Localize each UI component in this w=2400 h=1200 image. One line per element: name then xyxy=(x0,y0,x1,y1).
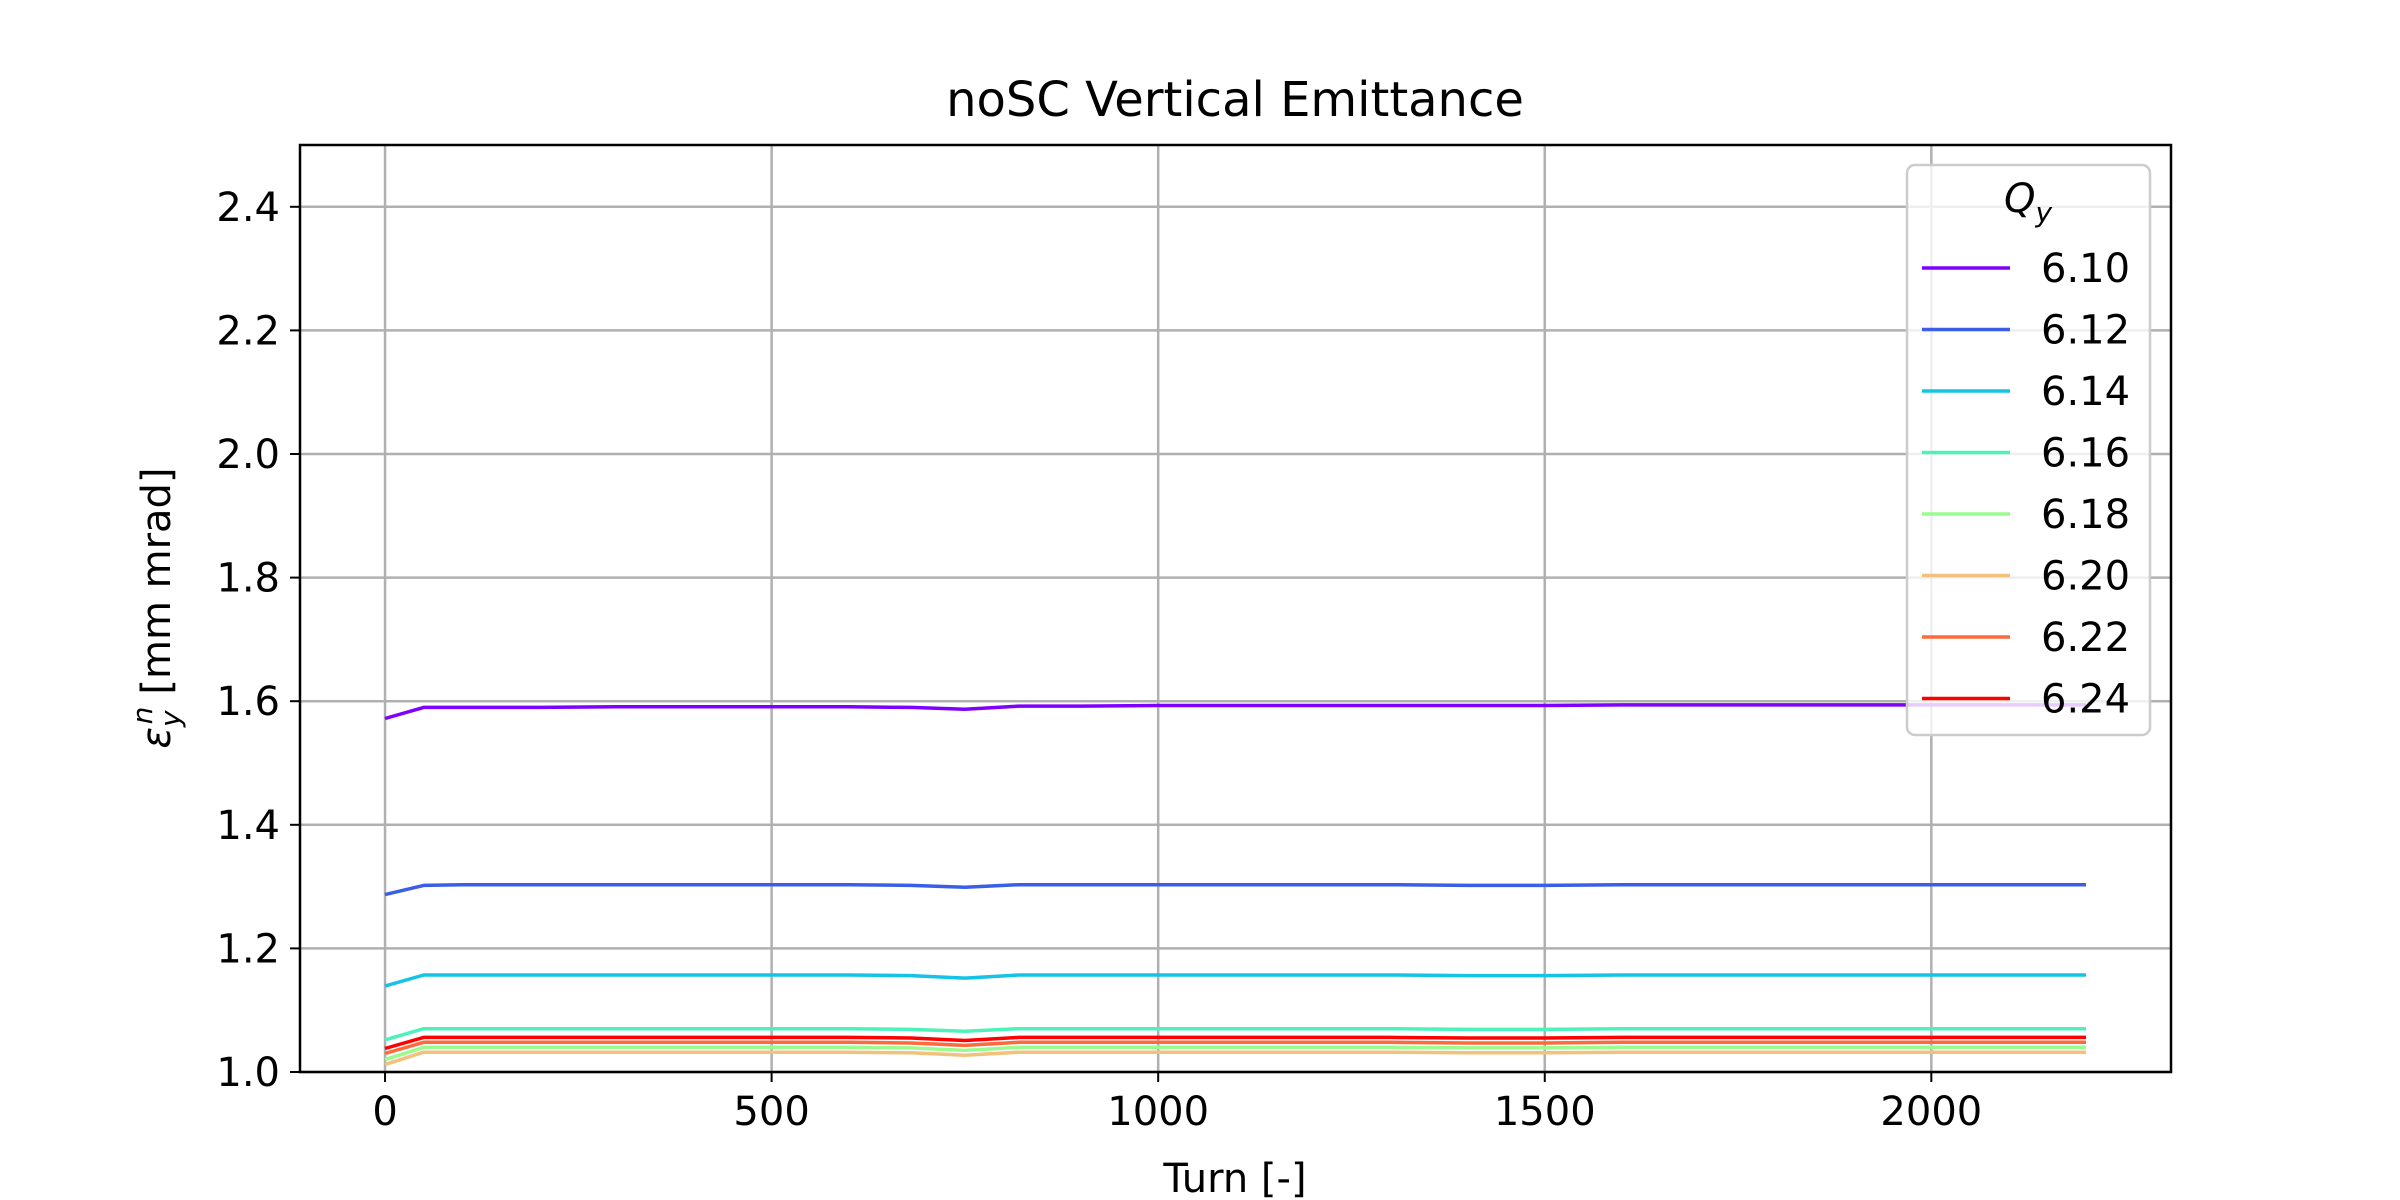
y-tick-label: 1.8 xyxy=(216,556,280,602)
legend-label: 6.22 xyxy=(2041,615,2130,661)
series-line-6-14 xyxy=(384,973,2086,988)
legend-label: 6.12 xyxy=(2041,308,2130,354)
x-tick-label: 2000 xyxy=(1880,1089,1982,1135)
y-tick-label: 1.2 xyxy=(216,926,280,972)
series-lines xyxy=(384,703,2086,1067)
y-axis-label-text: [mm mrad] xyxy=(134,467,180,694)
series-line-6-20 xyxy=(384,1050,2086,1067)
legend-label: 6.20 xyxy=(2041,554,2130,600)
y-tick-label: 1.6 xyxy=(216,679,280,725)
series-line-6-18 xyxy=(384,1045,2086,1062)
y-tick-label: 1.4 xyxy=(216,803,280,849)
x-tick-label: 1500 xyxy=(1494,1089,1596,1135)
legend-title: Qy xyxy=(2004,176,2052,229)
grid xyxy=(300,145,2171,1074)
plot-frame xyxy=(298,143,2173,1074)
y-axis-label-symbol: ε xyxy=(134,727,180,749)
series-line-6-24 xyxy=(384,1035,2086,1051)
x-tick-label: 0 xyxy=(372,1089,397,1135)
y-tick-label: 2.2 xyxy=(216,308,280,354)
y-axis-label-subscript: y xyxy=(154,710,187,728)
x-tick-label: 500 xyxy=(733,1089,809,1135)
chart-title: noSC Vertical Emittance xyxy=(946,72,1524,128)
legend-label: 6.24 xyxy=(2041,677,2130,723)
series-line-6-16 xyxy=(384,1026,2086,1042)
legend-title-subscript: y xyxy=(2034,196,2052,229)
axis-ticks: 0 500 1000 1500 2000 1.0 1.2 1.4 1.6 1.8 2.0 2.2 2.4 xyxy=(216,185,1982,1135)
legend-label: 6.10 xyxy=(2041,246,2130,292)
legend-box xyxy=(1905,163,2152,737)
legend-entries: 6.10 6.12 6.14 6.16 6.18 6.20 6.22 6.24 xyxy=(1922,246,2130,723)
legend-title-symbol: Q xyxy=(2004,176,2035,222)
legend: Qy 6.10 6.12 6.14 6.16 6.18 6.20 6.22 6.24 xyxy=(1905,163,2152,737)
y-axis-label: εyn [mm mrad] xyxy=(126,467,187,748)
legend-label: 6.18 xyxy=(2041,492,2130,538)
y-tick-label: 2.0 xyxy=(216,432,280,478)
y-axis-label-superscript: n xyxy=(126,707,159,725)
y-tick-label: 2.4 xyxy=(216,185,280,231)
series-line-6-22 xyxy=(384,1040,2086,1056)
x-axis-label: Turn [-] xyxy=(1162,1156,1306,1200)
y-tick-label: 1.0 xyxy=(216,1050,280,1096)
legend-label: 6.16 xyxy=(2041,431,2130,477)
series-line-6-10 xyxy=(384,703,2086,721)
legend-label: 6.14 xyxy=(2041,369,2130,415)
series-line-6-12 xyxy=(384,882,2086,897)
x-tick-label: 1000 xyxy=(1107,1089,1209,1135)
